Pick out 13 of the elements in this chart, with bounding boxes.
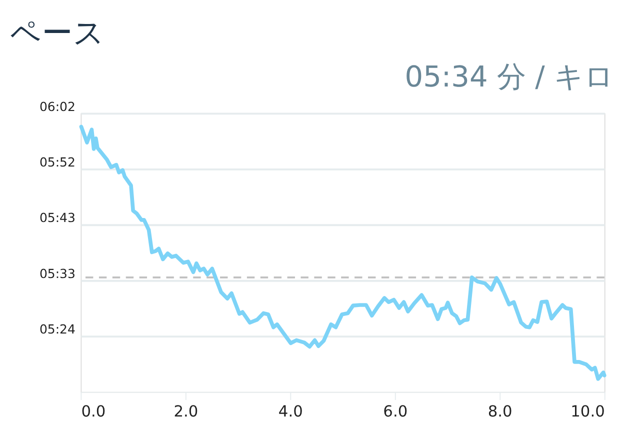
y-tick-label: 05:24 — [39, 322, 76, 337]
y-tick-label: 05:43 — [39, 210, 76, 226]
x-tick-label: 6.0 — [383, 402, 408, 420]
chart-subtitle: 05:34 分 / キロ — [404, 59, 614, 94]
y-tick-label: 05:33 — [39, 266, 76, 281]
y-tick-label: 06:02 — [39, 98, 76, 114]
x-tick-label: 2.0 — [174, 402, 198, 420]
y-tick-label: 05:52 — [39, 154, 76, 170]
x-tick-label: 4.0 — [278, 402, 303, 420]
chart-title: ペース — [10, 15, 106, 52]
x-tick-label: 0.0 — [81, 402, 106, 420]
x-tick-label: 8.0 — [488, 402, 512, 420]
x-tick-label: 10.0 — [570, 402, 605, 420]
